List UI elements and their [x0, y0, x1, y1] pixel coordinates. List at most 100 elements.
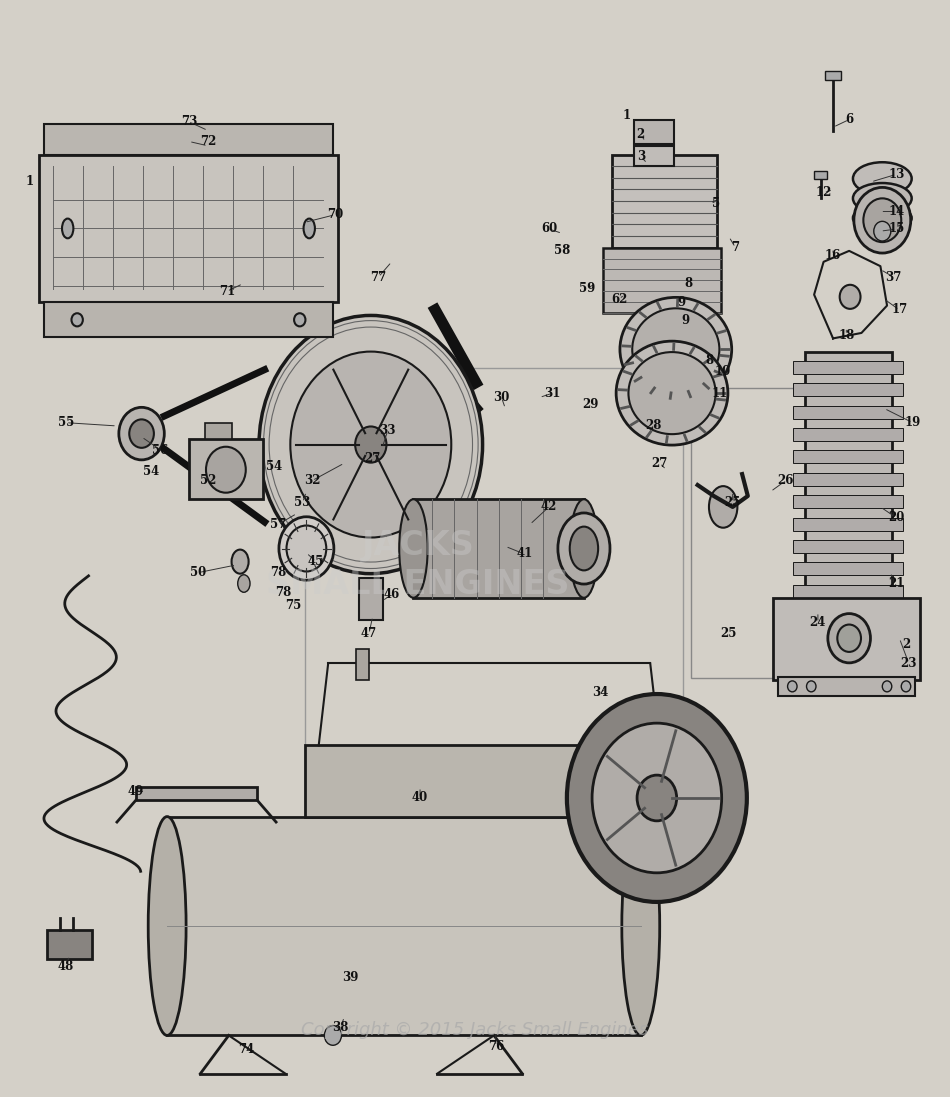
Text: 16: 16 — [825, 249, 841, 262]
Ellipse shape — [883, 681, 892, 692]
Text: 57: 57 — [270, 518, 286, 531]
Ellipse shape — [71, 314, 83, 327]
Text: 71: 71 — [218, 285, 235, 298]
Ellipse shape — [570, 499, 598, 598]
Text: 27: 27 — [652, 456, 668, 470]
Ellipse shape — [259, 316, 483, 574]
Text: 72: 72 — [200, 135, 216, 148]
Text: 78: 78 — [276, 586, 292, 599]
Text: 9: 9 — [677, 296, 686, 308]
Text: 53: 53 — [294, 496, 311, 509]
Bar — [413, 499, 584, 598]
Ellipse shape — [279, 517, 333, 580]
Text: 29: 29 — [582, 397, 598, 410]
Bar — [359, 578, 383, 620]
Text: 5: 5 — [712, 197, 721, 211]
Text: 49: 49 — [127, 785, 144, 798]
Text: 11: 11 — [712, 386, 728, 399]
Bar — [355, 649, 369, 680]
Text: 27: 27 — [365, 452, 381, 465]
Bar — [44, 303, 332, 337]
Bar — [691, 387, 885, 678]
Bar — [189, 439, 263, 499]
Text: 14: 14 — [888, 205, 904, 218]
Bar — [39, 155, 337, 303]
Bar — [305, 367, 683, 816]
Bar — [167, 816, 640, 1036]
Bar — [826, 71, 841, 80]
Text: 12: 12 — [815, 186, 832, 200]
Ellipse shape — [853, 183, 912, 214]
Text: 59: 59 — [579, 282, 595, 295]
Text: 41: 41 — [516, 547, 532, 561]
Text: 25: 25 — [721, 627, 737, 641]
Ellipse shape — [294, 314, 306, 327]
Text: 34: 34 — [592, 687, 608, 700]
Bar — [793, 361, 903, 374]
Text: 13: 13 — [888, 168, 904, 181]
Text: 78: 78 — [270, 566, 286, 579]
Ellipse shape — [837, 624, 861, 652]
Text: 1: 1 — [26, 176, 34, 189]
Text: 8: 8 — [684, 278, 693, 291]
Text: 45: 45 — [308, 555, 324, 568]
Bar — [793, 428, 903, 441]
Text: 54: 54 — [142, 465, 160, 478]
Text: 30: 30 — [493, 391, 510, 404]
Bar — [793, 540, 903, 553]
Ellipse shape — [592, 723, 722, 873]
Ellipse shape — [558, 513, 610, 584]
Ellipse shape — [399, 499, 428, 598]
Text: 62: 62 — [611, 293, 627, 306]
Text: 47: 47 — [361, 627, 377, 641]
Ellipse shape — [617, 341, 728, 445]
Ellipse shape — [807, 681, 816, 692]
Ellipse shape — [232, 550, 249, 574]
Text: 56: 56 — [152, 443, 169, 456]
Ellipse shape — [238, 575, 250, 592]
Bar — [136, 787, 257, 800]
Ellipse shape — [854, 188, 911, 253]
Bar — [205, 422, 232, 439]
Text: 17: 17 — [891, 304, 907, 316]
Ellipse shape — [304, 218, 314, 238]
Bar — [44, 124, 332, 155]
Text: 39: 39 — [342, 971, 358, 984]
Ellipse shape — [324, 1026, 341, 1045]
Text: 76: 76 — [487, 1040, 504, 1053]
Ellipse shape — [567, 694, 747, 902]
Bar — [793, 451, 903, 463]
Text: 8: 8 — [706, 354, 714, 366]
Ellipse shape — [570, 527, 598, 570]
Text: 52: 52 — [200, 474, 216, 487]
Ellipse shape — [291, 351, 451, 538]
Text: 10: 10 — [715, 364, 732, 377]
Ellipse shape — [827, 613, 870, 663]
Text: 75: 75 — [285, 599, 301, 612]
Bar — [793, 473, 903, 486]
Ellipse shape — [840, 285, 861, 309]
Ellipse shape — [853, 204, 912, 231]
Ellipse shape — [874, 222, 891, 241]
Text: 54: 54 — [266, 460, 282, 473]
Text: JACKS
SMALL ENGINES: JACKS SMALL ENGINES — [267, 530, 570, 600]
Text: 48: 48 — [58, 960, 74, 973]
Text: 58: 58 — [554, 245, 570, 258]
Ellipse shape — [287, 525, 326, 572]
Text: 23: 23 — [901, 657, 917, 670]
Text: 25: 25 — [725, 496, 741, 509]
Bar — [635, 146, 674, 166]
Text: 32: 32 — [304, 474, 320, 487]
Bar — [635, 120, 674, 144]
Ellipse shape — [206, 446, 246, 493]
Ellipse shape — [129, 419, 154, 448]
Text: 7: 7 — [732, 241, 739, 255]
Bar — [773, 598, 921, 680]
Text: 38: 38 — [332, 1021, 349, 1034]
Bar — [305, 746, 683, 816]
Ellipse shape — [119, 407, 164, 460]
Ellipse shape — [629, 352, 715, 434]
Text: Copyright © 2015 Jacks Small Engines: Copyright © 2015 Jacks Small Engines — [301, 1021, 649, 1039]
Ellipse shape — [637, 776, 676, 821]
Ellipse shape — [148, 816, 186, 1036]
